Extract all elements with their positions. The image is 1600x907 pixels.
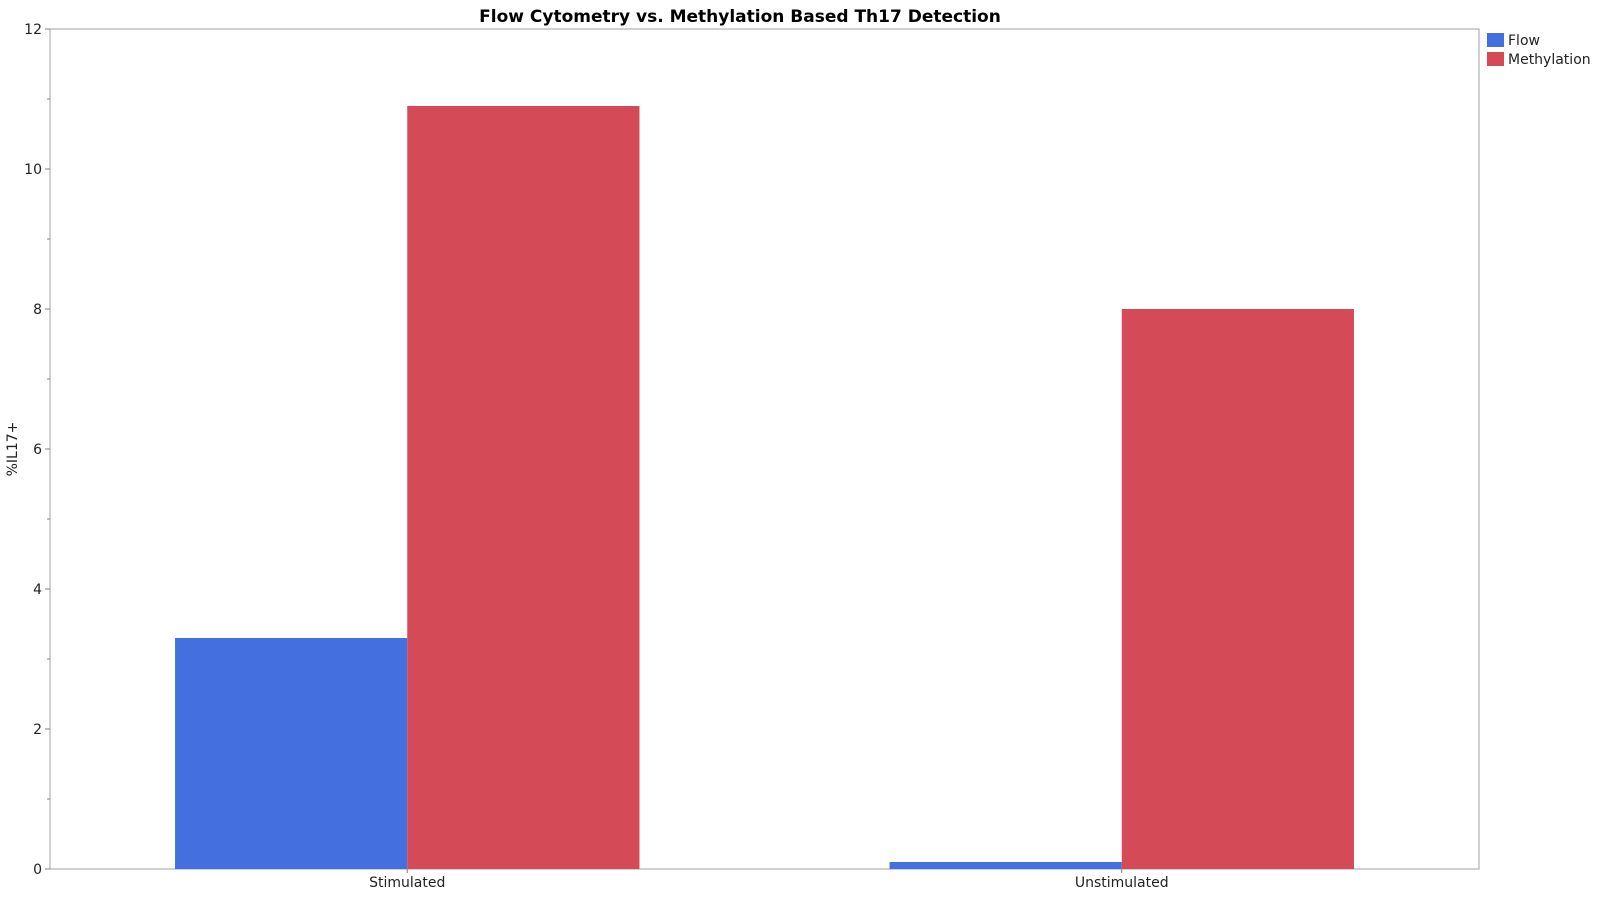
y-tick-label: 6 — [33, 442, 42, 458]
y-tick-label: 0 — [33, 862, 42, 878]
legend-swatch — [1487, 33, 1504, 47]
y-tick-label: 8 — [33, 302, 42, 318]
bar-methylation-unstimulated — [1121, 309, 1354, 869]
bar-flow-unstimulated — [889, 862, 1122, 869]
y-tick-label: 4 — [33, 582, 42, 598]
x-tick-label: Unstimulated — [1075, 875, 1169, 891]
legend-swatch — [1487, 52, 1504, 66]
legend-label: Flow — [1508, 33, 1540, 49]
chart-title: Flow Cytometry vs. Methylation Based Th1… — [479, 7, 1001, 27]
y-axis: 0 2 4 6 8 10 12 — [24, 22, 50, 878]
y-tick-label: 12 — [24, 22, 42, 38]
bar-methylation-stimulated — [407, 106, 640, 869]
legend: Flow Methylation — [1487, 33, 1591, 68]
y-tick-label: 2 — [33, 722, 42, 738]
x-axis: Stimulated Unstimulated — [369, 869, 1169, 891]
bars — [175, 106, 1354, 869]
y-axis-label: %IL17+ — [5, 422, 21, 477]
legend-label: Methylation — [1508, 52, 1591, 68]
y-tick-label: 10 — [24, 162, 42, 178]
x-tick-label: Stimulated — [369, 875, 445, 891]
bar-flow-stimulated — [175, 638, 408, 869]
